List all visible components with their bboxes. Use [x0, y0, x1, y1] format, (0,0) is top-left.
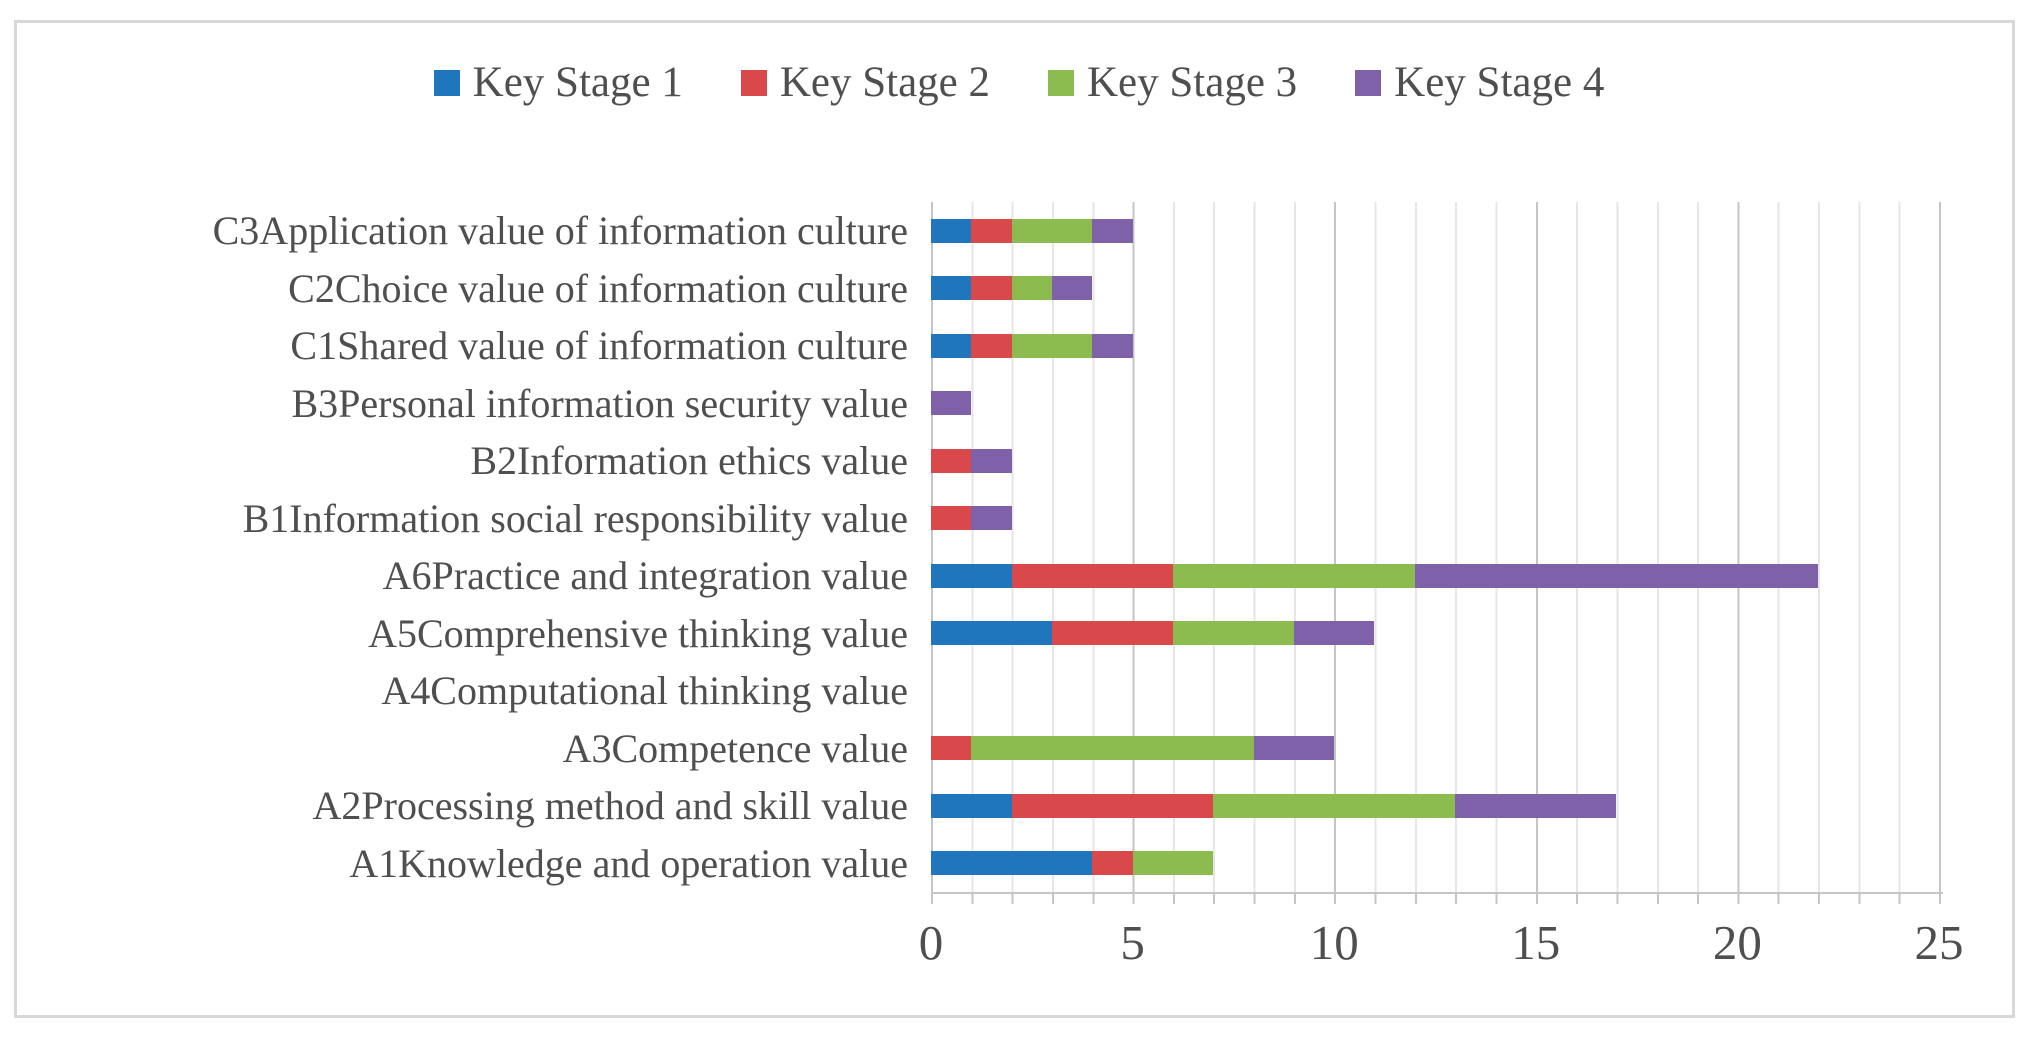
bar-segment-key-stage-3	[1011, 218, 1093, 243]
category-label: C2Choice value of information culture	[288, 265, 908, 311]
stacked-bar	[931, 391, 972, 416]
legend-marker-icon	[1048, 69, 1074, 96]
legend-marker-icon	[433, 69, 460, 96]
bar-segment-key-stage-3	[1132, 851, 1214, 876]
bar-row	[931, 260, 1943, 318]
stacked-bar	[931, 621, 1375, 646]
category-label: B2Information ethics value	[470, 438, 908, 483]
legend-label: Key Stage 3	[1087, 59, 1298, 106]
bar-row	[931, 547, 1943, 605]
bar-segment-key-stage-3	[971, 736, 1254, 761]
bar-segment-key-stage-1	[931, 621, 1052, 646]
stacked-bar	[931, 736, 1335, 761]
category-label: A1Knowledge and operation value	[349, 840, 908, 886]
legend-item-key-stage-2: Key Stage 2	[740, 58, 990, 107]
bar-segment-key-stage-2	[931, 448, 972, 473]
stacked-bar	[931, 506, 1012, 531]
stacked-bar	[931, 448, 1012, 473]
bar-segment-key-stage-1	[931, 793, 1012, 818]
bar-row	[931, 432, 1943, 490]
bar-segment-key-stage-4	[1092, 218, 1133, 243]
bar-row	[931, 662, 1943, 720]
category-label: A6Practice and integration value	[382, 553, 908, 598]
category-label: C3Application value of information cultu…	[212, 208, 908, 253]
legend-label: Key Stage 4	[1394, 59, 1605, 106]
x-axis	[931, 892, 1943, 904]
bar-segment-key-stage-1	[931, 851, 1093, 876]
bar-segment-key-stage-4	[1051, 276, 1093, 301]
category-label: B1Information social responsibility valu…	[242, 495, 908, 541]
category-label: A4Computational thinking value	[381, 668, 908, 713]
legend-label: Key Stage 2	[779, 59, 990, 106]
x-tick-label: 15	[1511, 915, 1561, 970]
bar-row	[931, 490, 1943, 548]
bar-row	[931, 375, 1943, 433]
legend-item-key-stage-1: Key Stage 1	[433, 58, 683, 107]
bar-segment-key-stage-3	[1011, 333, 1093, 358]
legend-marker-icon	[740, 69, 767, 96]
category-label: B3Personal information security value	[291, 380, 908, 426]
bar-segment-key-stage-4	[1414, 563, 1818, 588]
bar-row	[931, 202, 1943, 260]
bar-segment-key-stage-3	[1011, 276, 1052, 301]
legend-item-key-stage-3: Key Stage 3	[1048, 58, 1297, 107]
category-axis-labels: C3Application value of information cultu…	[24, 202, 908, 892]
legend: Key Stage 1 Key Stage 2 Key Stage 3 Key …	[0, 58, 2038, 107]
bar-segment-key-stage-2	[1011, 563, 1173, 588]
stacked-bar	[931, 218, 1133, 243]
bar-segment-key-stage-2	[971, 333, 1012, 358]
bar-segment-key-stage-4	[971, 448, 1012, 473]
x-axis-tick-labels: 0 5 10 15 20 25	[919, 914, 1964, 986]
legend-item-key-stage-4: Key Stage 4	[1355, 58, 1604, 107]
bar-segment-key-stage-2	[1051, 621, 1173, 646]
bar-row	[931, 720, 1943, 778]
bar-row	[931, 835, 1943, 893]
bar-segment-key-stage-1	[931, 333, 972, 358]
category-label: A3Competence value	[562, 725, 908, 771]
bar-segment-key-stage-2	[931, 506, 972, 531]
category-label: C1Shared value of information culture	[290, 323, 908, 368]
stacked-bar	[931, 793, 1617, 818]
category-label: A5Comprehensive thinking value	[368, 610, 908, 656]
x-tick-label: 20	[1712, 915, 1762, 970]
bar-segment-key-stage-2	[1092, 851, 1133, 876]
legend-label: Key Stage 1	[472, 59, 683, 106]
bar-segment-key-stage-3	[1172, 563, 1415, 588]
plot-rows	[931, 202, 1943, 892]
plot-area	[931, 202, 1943, 892]
bar-segment-key-stage-2	[971, 218, 1012, 243]
bar-segment-key-stage-1	[931, 563, 1012, 588]
x-tick-label: 0	[918, 915, 944, 970]
bar-row	[931, 777, 1943, 835]
x-tick-label: 10	[1309, 915, 1359, 970]
stacked-bar	[931, 851, 1214, 876]
stacked-bar	[931, 333, 1133, 358]
bar-row	[931, 605, 1943, 663]
bar-segment-key-stage-1	[931, 276, 972, 301]
stacked-bar	[931, 563, 1818, 588]
bar-segment-key-stage-4	[1092, 333, 1133, 358]
bar-segment-key-stage-4	[931, 391, 972, 416]
x-tick-label: 5	[1120, 915, 1145, 970]
category-label: A2Processing method and skill value	[312, 783, 908, 828]
stacked-bar	[931, 276, 1093, 301]
bar-segment-key-stage-3	[1213, 793, 1456, 818]
bar-segment-key-stage-3	[1172, 621, 1294, 646]
bar-segment-key-stage-4	[971, 506, 1012, 531]
bar-row	[931, 317, 1943, 375]
bar-segment-key-stage-4	[1253, 736, 1335, 761]
bar-segment-key-stage-4	[1455, 793, 1617, 818]
legend-marker-icon	[1355, 69, 1382, 96]
bar-segment-key-stage-2	[931, 736, 972, 761]
bar-segment-key-stage-1	[931, 218, 972, 243]
x-tick-label: 25	[1914, 915, 1964, 970]
bar-segment-key-stage-2	[1011, 793, 1214, 818]
bar-segment-key-stage-4	[1293, 621, 1375, 646]
bar-segment-key-stage-2	[971, 276, 1012, 301]
